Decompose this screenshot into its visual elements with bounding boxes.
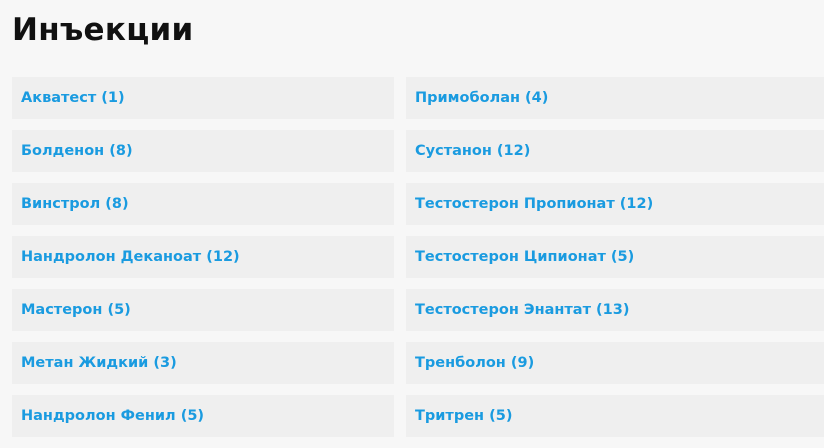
category-link[interactable]: Метан Жидкий (3) xyxy=(12,342,394,384)
category-link[interactable]: Тестостерон Ципионат (5) xyxy=(406,236,824,278)
category-link[interactable]: Тестостерон Пропионат (12) xyxy=(406,183,824,225)
category-link[interactable]: Сустанон (12) xyxy=(406,130,824,172)
category-link[interactable]: Нандролон Фенил (5) xyxy=(12,395,394,437)
category-link[interactable]: Акватест (1) xyxy=(12,77,394,119)
category-link[interactable]: Болденон (8) xyxy=(12,130,394,172)
category-link[interactable]: Тренболон (9) xyxy=(406,342,824,384)
category-link[interactable]: Винстрол (8) xyxy=(12,183,394,225)
category-link[interactable]: Тритрен (5) xyxy=(406,395,824,437)
category-link[interactable]: Тестостерон Энантат (13) xyxy=(406,289,824,331)
category-link[interactable]: Мастерон (5) xyxy=(12,289,394,331)
category-list-right: Примоболан (4) Сустанон (12) Тестостерон… xyxy=(406,77,824,448)
category-link[interactable]: Примоболан (4) xyxy=(406,77,824,119)
page-title: Инъекции xyxy=(12,12,194,48)
category-link[interactable]: Нандролон Деканоат (12) xyxy=(12,236,394,278)
category-list-left: Акватест (1) Болденон (8) Винстрол (8) Н… xyxy=(12,77,394,448)
